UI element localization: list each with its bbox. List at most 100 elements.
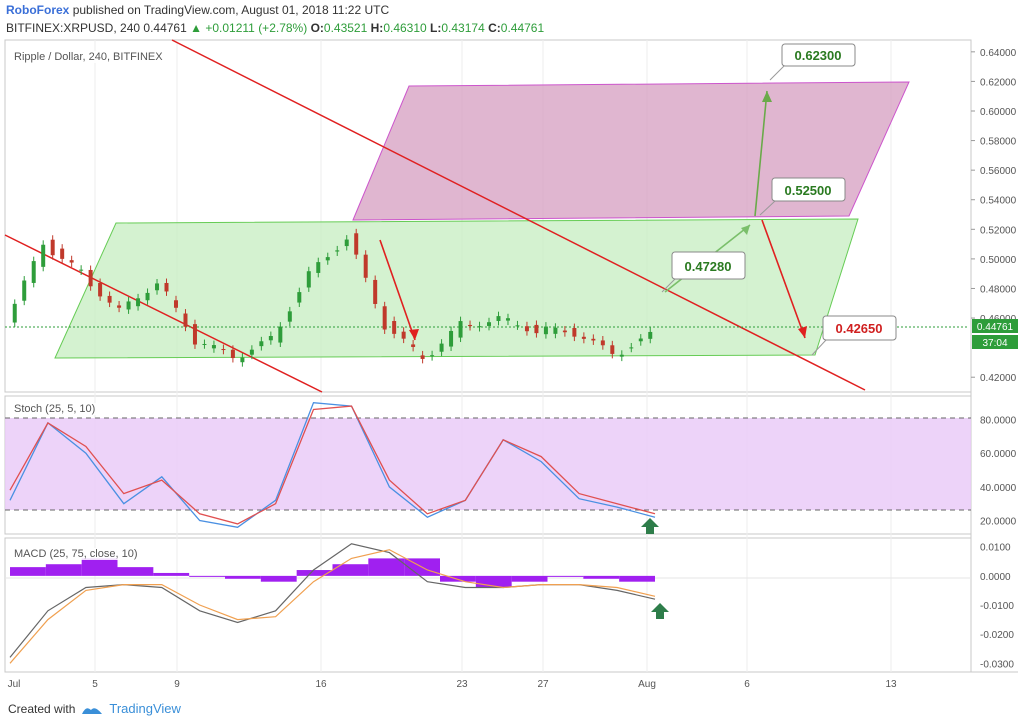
candle-body <box>487 322 492 326</box>
macd-pane-title: MACD (25, 75, close, 10) <box>12 548 140 560</box>
price-axis: 0.64000 0.62000 0.60000 0.58000 0.56000 0.540… <box>971 48 1017 384</box>
candle-body <box>534 324 539 334</box>
macd-histogram-bar <box>189 575 225 577</box>
candle-body <box>458 321 463 338</box>
price-tick-label: 0.50000 <box>980 255 1017 266</box>
callout-042650[interactable]: 0.42650 <box>811 315 897 356</box>
candle-body <box>155 283 160 291</box>
candle-body <box>373 279 378 304</box>
stoch-tick-label: 40.0000 <box>980 483 1017 494</box>
callout-047280[interactable]: 0.47280 <box>661 251 746 293</box>
price-tick-label: 0.62000 <box>980 77 1017 88</box>
macd-histogram-bar <box>583 575 620 579</box>
candle-body <box>88 269 93 287</box>
price-tick-label: 0.60000 <box>980 107 1017 118</box>
candle-body <box>50 239 55 256</box>
candle-body <box>439 343 444 352</box>
macd-tick-label: 0.0100 <box>980 543 1011 554</box>
macd-histogram-bar <box>511 575 548 582</box>
publish-info: RoboForex published on TradingView.com, … <box>6 3 389 17</box>
candle-body <box>648 331 653 339</box>
price-pane-title: Ripple / Dollar, 240, BITFINEX <box>12 51 165 63</box>
candle-body <box>449 330 454 347</box>
green-channel[interactable] <box>54 218 859 359</box>
candle-body <box>430 355 435 357</box>
candle-body <box>126 301 131 310</box>
stoch-axis: 80.0000 60.0000 40.0000 20.0000 <box>980 416 1017 528</box>
price-tick-label: 0.54000 <box>980 196 1017 207</box>
up-arrow-icon <box>641 518 659 534</box>
time-tick-label: 27 <box>537 679 549 690</box>
open-label: O: <box>310 21 324 35</box>
macd-tick-label: -0.0300 <box>980 659 1014 670</box>
macd-tick-label: 0.0000 <box>980 572 1011 583</box>
candle-body <box>192 324 197 345</box>
candle-body <box>183 313 188 327</box>
descending-support-line[interactable] <box>4 234 323 393</box>
tradingview-logo-icon[interactable] <box>81 703 103 715</box>
red-arrow-2 <box>761 219 806 339</box>
price-tick-label: 0.52000 <box>980 225 1017 236</box>
candle-body <box>117 305 122 308</box>
candle-body <box>98 282 103 297</box>
candle-body <box>382 306 387 330</box>
macd-histogram-bar <box>81 558 118 576</box>
macd-histogram-bar <box>619 575 655 582</box>
stoch-tick-label: 80.0000 <box>980 416 1017 427</box>
created-with-label: Created with <box>8 701 76 716</box>
candle-body <box>591 338 596 341</box>
pink-channel[interactable] <box>352 81 910 221</box>
red-arrowhead-2 <box>798 326 807 338</box>
last-price: 0.44761 <box>143 21 187 35</box>
macd-histogram-bar <box>296 570 333 576</box>
candle-body <box>249 349 254 355</box>
time-tick-label: 6 <box>744 679 750 690</box>
candle-body <box>543 326 548 335</box>
price-tick-label: 0.42000 <box>980 373 1017 384</box>
time-tick-label: 9 <box>174 679 180 690</box>
macd-series-line <box>9 549 656 664</box>
candle-body <box>505 318 510 321</box>
time-tick-label: Aug <box>638 679 656 690</box>
red-arrow-1 <box>379 239 416 341</box>
price-tick-label: 0.48000 <box>980 284 1017 295</box>
candle-body <box>240 357 245 363</box>
time-tick-label: 16 <box>315 679 327 690</box>
callout-062300[interactable]: 0.62300 <box>769 43 856 81</box>
candle-body <box>619 354 624 357</box>
candle-body <box>401 331 406 339</box>
footer: Created with TradingView <box>8 701 181 716</box>
tradingview-link[interactable]: TradingView <box>109 701 181 716</box>
stoch-tick-label: 20.0000 <box>980 517 1017 528</box>
macd-histogram-bar <box>225 575 261 579</box>
candle-body <box>325 257 330 261</box>
macd-axis: 0.0100 0.0000 -0.0100 -0.0200 -0.0300 <box>980 543 1014 671</box>
publisher-name[interactable]: RoboForex <box>6 3 70 17</box>
candle-body <box>31 261 36 283</box>
macd-histogram-bar <box>260 575 297 582</box>
descending-resistance-line[interactable] <box>171 39 866 391</box>
callout-052500[interactable]: 0.52500 <box>759 177 846 216</box>
stoch-tick-label: 60.0000 <box>980 449 1017 460</box>
candle-body <box>306 271 311 288</box>
macd-histogram-bar <box>10 567 46 576</box>
candle-body <box>572 327 577 337</box>
price-tick-label: 0.64000 <box>980 48 1017 59</box>
candle-body <box>524 326 529 332</box>
candle-body <box>60 248 65 259</box>
candle-body <box>600 340 605 346</box>
annotation-042650: 0.42650 <box>836 321 883 336</box>
candle-body <box>230 349 235 359</box>
candle-body <box>638 338 643 342</box>
macd-histogram-bar <box>475 575 512 588</box>
candle-body <box>363 254 368 278</box>
candle-body <box>553 327 558 334</box>
symbol-label: BITFINEX:XRPUSD, 240 <box>6 21 141 35</box>
last-price-badge-value: 0.44761 <box>977 322 1014 333</box>
green-arrowhead-2 <box>762 91 772 102</box>
time-tick-label: 23 <box>456 679 468 690</box>
candle-body <box>173 300 178 308</box>
green-arrow-2 <box>754 90 768 217</box>
triangle-up-icon: ▲ <box>190 21 203 35</box>
